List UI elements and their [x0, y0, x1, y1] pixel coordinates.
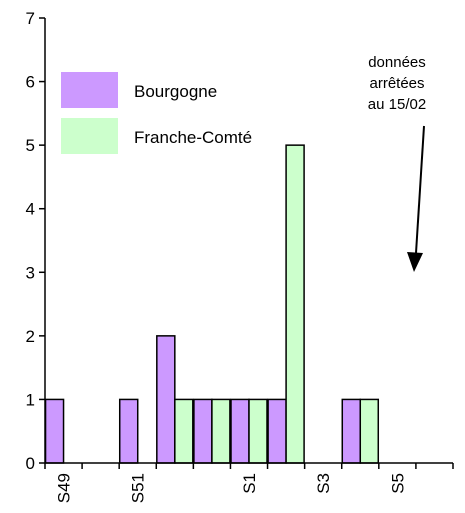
y-tick-label: 4	[26, 200, 35, 219]
y-tick-label: 0	[26, 454, 35, 473]
x-tick-label-s5: S5	[388, 473, 407, 494]
x-tick-label-s49: S49	[55, 473, 74, 503]
bar-bourgogne-s49	[44, 398, 65, 464]
bar-franche-comte-s52	[174, 398, 194, 464]
bar-franche-comte-s4	[359, 398, 380, 464]
annotation-line-2: arrêtées	[369, 75, 424, 92]
annotation-line-1: données	[368, 54, 426, 71]
legend-label-bourgogne: Bourgogne	[134, 82, 217, 101]
annotation-arrow-head-icon	[407, 252, 423, 272]
annotation-line-3: au 15/02	[368, 96, 426, 113]
bar-bourgogne-s1	[230, 398, 250, 464]
bar-bourgogne-s53	[193, 398, 213, 464]
y-tick-label: 1	[26, 390, 35, 409]
legend-swatch-bourgogne	[61, 72, 118, 108]
y-tick-label: 3	[26, 263, 35, 282]
y-ticks: 0 1 2 3 4 5 6 7	[26, 9, 45, 473]
x-tick-label-s51: S51	[129, 473, 148, 503]
legend: Bourgogne Franche-Comté	[61, 72, 252, 154]
bar-bourgogne-s51	[118, 398, 139, 464]
bar-bourgogne-s52	[156, 335, 176, 464]
legend-label-franche-comte: Franche-Comté	[134, 128, 252, 147]
annotation: données arrêtées au 15/02	[368, 54, 426, 272]
y-tick-label: 7	[26, 9, 35, 28]
x-tick-label-s3: S3	[314, 473, 333, 494]
bar-franche-comte-s2	[285, 144, 305, 464]
bar-bourgogne-s4	[341, 398, 362, 464]
x-tick-label-s1: S1	[240, 473, 259, 494]
bar-franche-comte-s1	[248, 398, 268, 464]
legend-swatch-franche-comte	[61, 118, 118, 154]
bar-franche-comte-s53	[211, 398, 231, 464]
bar-bourgogne-s2	[267, 398, 287, 464]
x-ticks: S49 S51 S1 S3 S5	[44, 463, 454, 503]
bars-group	[44, 144, 380, 464]
annotation-arrow-shaft	[415, 125, 425, 254]
y-tick-label: 5	[26, 136, 35, 155]
y-tick-label: 6	[26, 73, 35, 92]
y-tick-label: 2	[26, 327, 35, 346]
